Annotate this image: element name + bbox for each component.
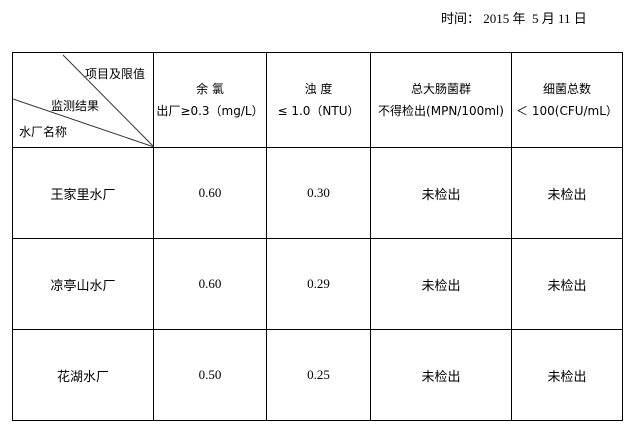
diagonal-lines: [13, 54, 154, 147]
corner-middle-label: 监测结果: [51, 99, 100, 113]
plant-cell: 花湖水厂: [12, 329, 154, 421]
corner-cell: 项目及限值 监测结果 水厂名称: [12, 52, 154, 148]
col-limit: 出厂≥0.3（mg/L）: [156, 104, 264, 118]
table-row: 花湖水厂 0.50 0.25 未检出 未检出: [12, 329, 623, 421]
plant-cell: 王家里水厂: [12, 147, 154, 239]
report-date: 时间： 2015 年 5 月 11 日: [441, 11, 587, 26]
col-header-turbidity: 浊 度 ≤ 1.0（NTU）: [266, 52, 371, 148]
bacteria-cell: 未检出: [511, 147, 623, 239]
plant-cell: 凉亭山水厂: [12, 238, 154, 330]
col-limit: ≤ 1.0（NTU）: [277, 104, 360, 118]
col-header-bacteria: 细菌总数 ＜ 100(CFU/mL）: [511, 52, 623, 148]
turbidity-cell: 0.25: [266, 329, 371, 421]
col-name: 余 氯: [196, 82, 224, 96]
corner-bottom-label: 水厂名称: [19, 125, 68, 139]
chlorine-cell: 0.60: [153, 238, 267, 330]
col-header-chlorine: 余 氯出厂≥0.3（mg/L）: [153, 52, 267, 148]
chlorine-cell: 0.50: [153, 329, 267, 421]
bacteria-cell: 未检出: [511, 329, 623, 421]
header-row: 项目及限值 监测结果 水厂名称 余 氯出厂≥0.3（mg/L） 浊 度 ≤ 1.0…: [12, 52, 623, 148]
table-row: 王家里水厂 0.60 0.30 未检出 未检出: [12, 147, 623, 239]
col-header-coliform: 总大肠菌群不得检出(MPN/100ml): [370, 52, 512, 148]
table-row: 凉亭山水厂 0.60 0.29 未检出 未检出: [12, 238, 623, 330]
col-limit: ＜ 100(CFU/mL）: [516, 104, 618, 118]
coliform-cell: 未检出: [370, 147, 512, 239]
col-name: 细菌总数: [542, 82, 591, 96]
chlorine-cell: 0.60: [153, 147, 267, 239]
col-name: 浊 度: [304, 82, 333, 96]
col-limit: 不得检出(MPN/100ml): [378, 104, 504, 118]
water-quality-table: 项目及限值 监测结果 水厂名称 余 氯出厂≥0.3（mg/L） 浊 度 ≤ 1.0…: [12, 52, 623, 421]
coliform-cell: 未检出: [370, 238, 512, 330]
col-name: 总大肠菌群: [410, 82, 471, 96]
bacteria-cell: 未检出: [511, 238, 623, 330]
corner-top-label: 项目及限值: [85, 67, 146, 81]
turbidity-cell: 0.29: [266, 238, 371, 330]
turbidity-cell: 0.30: [266, 147, 371, 239]
coliform-cell: 未检出: [370, 329, 512, 421]
